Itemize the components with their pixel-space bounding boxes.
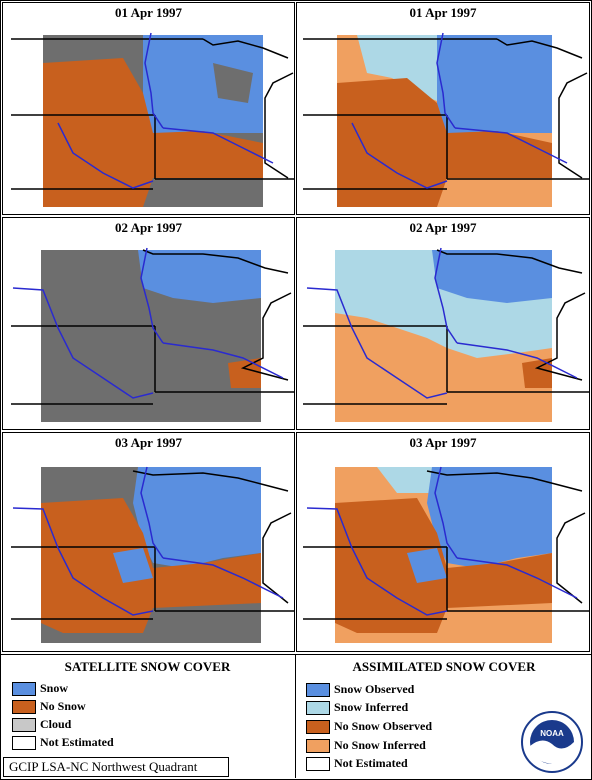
legend-item-snow-observed: Snow Observed [306,682,506,697]
legend-item-snow-inferred: Snow Inferred [306,700,506,715]
legend-swatch [306,683,330,697]
legend-label: Cloud [40,717,72,731]
map-svg [11,466,294,643]
panel-title: 01 Apr 1997 [115,5,182,20]
legend-divider [0,654,592,655]
logo-text: NOAA [540,729,564,738]
legend-label: Snow Observed [334,682,415,696]
legend-label: Not Estimated [40,735,114,749]
legend-label: Not Estimated [334,756,408,770]
legend-column-divider [295,654,296,778]
map-svg [11,32,294,207]
panel-title: 01 Apr 1997 [409,5,477,20]
legend-item-no-snow-observed: No Snow Observed [306,719,506,734]
map-panel-satellite-apr03: 03 Apr 1997 [2,432,295,652]
legend-label: No Snow Inferred [334,738,426,752]
satellite-legend-title: SATELLITE SNOW COVER [64,659,231,674]
map-panel-satellite-apr02: 02 Apr 1997 [2,217,295,430]
legend-swatch [12,682,36,696]
legend-item-not-estimated-assimilated: Not Estimated [306,756,506,771]
legend-label: Snow Inferred [334,700,409,714]
legend-swatch [306,720,330,734]
noaa-logo-icon: NOAA [521,711,583,773]
legend-label: No Snow [40,699,86,713]
legend-swatch [306,701,330,715]
panel-title: 02 Apr 1997 [115,220,182,235]
assimilated-legend-title: ASSIMILATED SNOW COVER [352,659,536,674]
legend-swatch [12,700,36,714]
map-panel-assimilated-apr02: 02 Apr 1997 [296,217,590,430]
map-svg [11,247,294,422]
legend-item-snow: Snow [12,681,212,696]
legend-item-no-snow-inferred: No Snow Inferred [306,738,506,753]
legend-swatch [12,718,36,732]
panel-title: 02 Apr 1997 [409,220,477,235]
legend-item-no-snow: No Snow [12,699,212,714]
map-svg [303,247,589,422]
map-panel-satellite-apr01: 01 Apr 1997 [2,2,295,215]
legend-swatch [12,736,36,750]
legend-swatch [306,757,330,771]
map-svg [303,32,589,207]
map-panel-assimilated-apr03: 03 Apr 1997 [296,432,590,652]
legend-swatch [306,739,330,753]
panel-title: 03 Apr 1997 [409,435,477,450]
map-panel-assimilated-apr01: 01 Apr 1997 [296,2,590,215]
legend-label: No Snow Observed [334,719,433,733]
footer-caption: GCIP LSA-NC Northwest Quadrant [9,759,198,774]
legend-item-cloud: Cloud [12,717,212,732]
legend-label: Snow [40,681,69,695]
legend-item-not-estimated: Not Estimated [12,735,212,750]
panel-title: 03 Apr 1997 [115,435,182,450]
footer-caption-box: GCIP LSA-NC Northwest Quadrant [3,757,229,777]
map-svg [303,466,589,643]
